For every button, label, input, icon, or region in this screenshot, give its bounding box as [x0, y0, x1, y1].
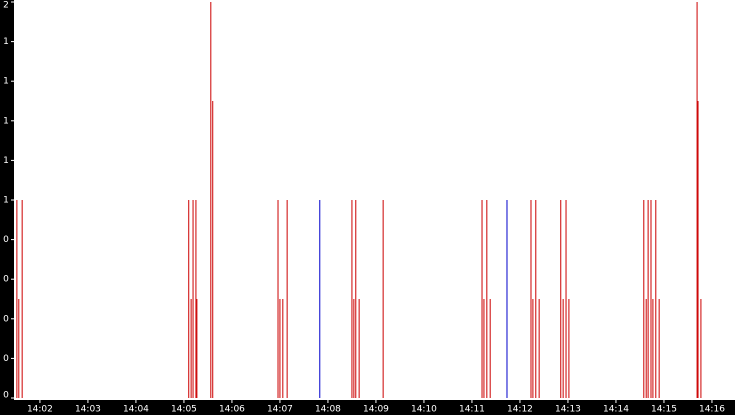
y-tick-label: 1	[3, 37, 9, 47]
x-tick-label: 14:13	[555, 405, 581, 415]
y-tick-label: 1	[3, 77, 9, 87]
y-tick-label: 1	[3, 196, 9, 206]
y-axis-band	[0, 0, 14, 415]
y-tick-label: 0	[3, 235, 9, 245]
x-axis-band	[0, 400, 735, 415]
x-tick-label: 14:12	[507, 405, 533, 415]
x-tick-label: 14:14	[603, 405, 629, 415]
x-tick-label: 14:09	[363, 405, 389, 415]
x-tick-label: 14:11	[459, 405, 485, 415]
y-tick-label: 0	[3, 314, 9, 324]
x-tick-label: 14:07	[267, 405, 293, 415]
y-tick-label: 0	[3, 391, 9, 401]
y-tick-label: 2	[3, 1, 9, 11]
y-tick-label: 0	[3, 354, 9, 364]
y-tick-label: 1	[3, 156, 9, 166]
x-tick-label: 14:16	[699, 405, 725, 415]
x-tick-label: 14:04	[123, 405, 149, 415]
x-tick-label: 14:05	[171, 405, 197, 415]
x-tick-label: 14:10	[411, 405, 437, 415]
x-tick-label: 14:15	[651, 405, 677, 415]
y-tick-label: 1	[3, 116, 9, 126]
y-tick-label: 0	[3, 275, 9, 285]
x-tick-label: 14:02	[27, 405, 53, 415]
x-tick-label: 14:08	[315, 405, 341, 415]
x-tick-label: 14:06	[219, 405, 245, 415]
x-tick-label: 14:03	[75, 405, 101, 415]
